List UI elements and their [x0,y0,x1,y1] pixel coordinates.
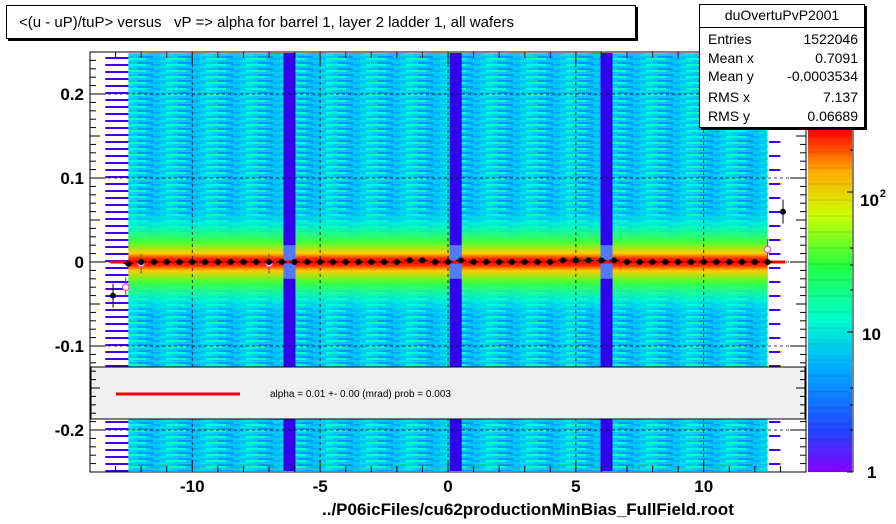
profile-point [110,292,117,299]
profile-point [381,259,388,265]
profile-point [636,259,643,265]
color-scale-label-100: 102 [860,188,886,210]
profile-point [457,257,464,264]
x-tick-label: -5 [313,477,328,496]
profile-point [521,259,528,265]
profile-point [483,259,490,265]
profile-point-hollow [122,283,130,292]
stat-label: Entries [708,31,752,47]
profile-point [739,259,746,265]
profile-point [329,259,336,265]
stat-label: RMS x [708,89,750,105]
color-scale-bar [808,130,852,472]
profile-point [649,259,656,265]
stats-divider [700,27,864,28]
profile-point [598,257,605,264]
stat-value: 1522046 [803,31,858,47]
profile-point [700,259,707,265]
profile-point [202,259,209,265]
plot-title-box: <(u - uP)/tuP> versus vP => alpha for ba… [6,5,636,39]
profile-point [176,259,183,265]
color-scale-label-10: 10 [862,325,881,344]
profile-point [406,257,413,264]
stat-row-mean-y: Mean y -0.0003534 [708,68,858,88]
profile-point [624,259,630,265]
profile-point [675,259,682,265]
profile-point [342,259,349,265]
stat-value: 0.06689 [807,108,858,124]
profile-point [304,259,311,265]
profile-point [534,259,541,265]
profile-point [138,259,145,265]
stat-row-mean-x: Mean x 0.7091 [708,50,858,70]
profile-point [419,257,426,264]
stat-row-rms-x: RMS x 7.137 [708,89,858,109]
profile-point [508,259,515,265]
footer-filename: ../P06icFiles/cu62productionMinBias_Full… [322,500,734,519]
axes: -10 -5 0 5 10 0.2 0.1 0 -0.1 -0.2 [55,51,806,496]
profile-point [687,259,694,265]
y-tick-label: 0.1 [60,169,84,188]
color-scale-exponent: 2 [880,188,886,200]
y-tick-label: -0.1 [55,337,84,356]
stat-value: 0.7091 [815,50,858,66]
profile-point [585,257,592,264]
profile-point [445,259,451,265]
x-tick-label: -10 [180,477,205,496]
y-tick-label: 0.2 [60,85,84,104]
profile-point [470,259,477,265]
profile-point [150,259,157,265]
profile-point [751,259,758,265]
x-tick-label: 10 [694,477,713,496]
plot-title: <(u - uP)/tuP> versus vP => alpha for ba… [19,14,514,31]
profile-point [355,259,362,265]
profile-point [611,257,618,264]
stats-box: duOvertuPvP2001 Entries 1522046 Mean x 0… [699,4,865,128]
stat-row-rms-y: RMS y 0.06689 [708,108,858,128]
x-tick-label: 5 [571,477,580,496]
profile-point [253,259,260,265]
color-scale-label-1: 1 [867,463,876,482]
profile-point [291,259,298,265]
stat-value: 7.137 [822,89,858,105]
x-tick-label: 0 [443,477,452,496]
y-tick-label: 0 [75,253,84,272]
profile-point [572,257,579,264]
profile-point [560,257,567,264]
profile-point [779,208,786,215]
stat-label: RMS y [708,108,750,124]
profile-point [496,259,503,265]
profile-point [547,259,554,265]
profile-point [764,259,771,265]
profile-points [110,199,786,308]
stat-value: -0.0003534 [787,68,858,84]
profile-point [393,259,400,265]
profile-point [266,259,272,265]
stat-row-entries: Entries 1522046 [708,31,858,51]
stats-title: duOvertuPvP2001 [724,7,840,23]
profile-point [214,259,221,265]
profile-point [278,259,285,265]
profile-point [125,260,132,267]
profile-point [432,259,439,265]
profile-point [163,259,170,265]
profile-point [713,259,720,265]
profile-point [189,259,196,265]
stat-label: Mean x [708,50,754,66]
profile-point [726,259,733,265]
profile-point [227,259,234,265]
color-scale-steps [808,135,852,473]
stat-label: Mean y [708,68,754,84]
y-tick-label: -0.2 [55,421,84,440]
profile-point-hollow [763,245,772,254]
profile-point [240,259,247,265]
profile-point [368,259,375,265]
profile-point [317,259,324,265]
fit-legend-text: alpha = 0.01 +- 0.00 (mrad) prob = 0.003 [270,389,451,400]
profile-point [662,259,669,265]
